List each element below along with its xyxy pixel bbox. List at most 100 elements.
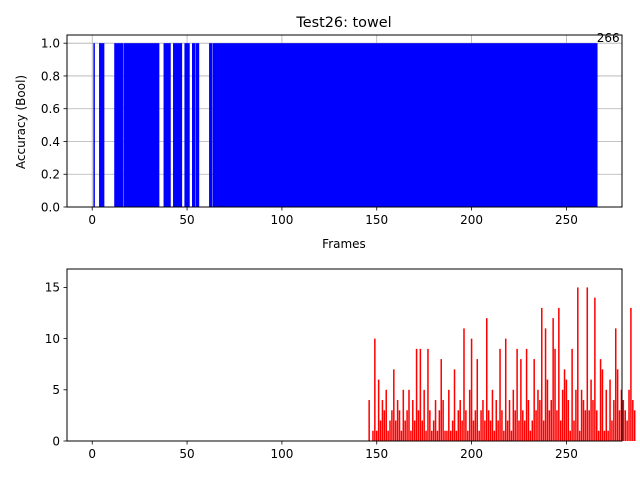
count-bar: [383, 410, 386, 441]
count-bar: [506, 420, 509, 441]
count-bar: [393, 369, 395, 441]
count-bar: [630, 307, 632, 441]
count-bar: [537, 389, 539, 441]
count-bar: [417, 410, 420, 441]
accuracy-chart: Test26: towel 0 50 100 150 200 250 0.00.20.40…: [14, 15, 623, 251]
count-bar: [427, 348, 429, 441]
count-bar: [558, 307, 560, 441]
count-bar: [480, 410, 482, 441]
count-bar: [368, 400, 370, 441]
count-bar: [624, 410, 626, 441]
count-bar: [584, 410, 587, 441]
count-bar: [561, 389, 564, 441]
accuracy-bar: [184, 43, 190, 207]
y-tick-label: 0.2: [41, 168, 60, 182]
count-bar: [400, 430, 403, 441]
count-bar: [527, 400, 530, 441]
count-bar: [412, 400, 414, 441]
count-bar: [436, 430, 439, 441]
count-bar: [463, 328, 465, 441]
count-bar: [440, 359, 442, 441]
x-tick-label: 250: [555, 213, 578, 227]
count-bar: [504, 338, 507, 441]
count-bar: [588, 410, 590, 441]
y-tick-label: 0.0: [41, 200, 60, 214]
count-bar: [389, 420, 391, 441]
x-tick-label: 100: [270, 213, 293, 227]
count-bar: [614, 328, 617, 441]
count-bar: [391, 410, 393, 441]
count-bar: [453, 369, 456, 441]
count-bar: [501, 410, 503, 441]
count-bar: [398, 410, 401, 441]
count-bar: [611, 420, 613, 441]
count-bar: [472, 420, 475, 441]
count-bar: [413, 420, 416, 441]
count-bar: [626, 420, 628, 441]
count-bar: [533, 359, 535, 441]
count-bar: [520, 359, 522, 441]
count-bar: [372, 430, 374, 441]
count-bar: [423, 389, 425, 441]
x-tick-label: 50: [179, 213, 194, 227]
count-bar: [379, 420, 382, 441]
count-bar: [375, 430, 378, 441]
count-bar: [613, 400, 615, 441]
count-bar: [575, 389, 577, 441]
count-bar: [556, 410, 558, 441]
count-bar: [539, 400, 541, 441]
count-bar: [522, 410, 524, 441]
count-bar: [567, 400, 570, 441]
count-bar: [465, 410, 467, 441]
count-bar: [394, 420, 397, 441]
x-tick-label: 150: [365, 447, 388, 461]
count-bar: [374, 338, 376, 441]
y-tick-label: 0.6: [41, 102, 60, 116]
y-axis-ticks: 0 5 10 15: [45, 281, 67, 448]
x-tick-label: 200: [460, 447, 483, 461]
count-bar: [484, 420, 486, 441]
accuracy-bar: [209, 43, 213, 207]
count-bar: [503, 430, 505, 441]
count-bar: [578, 430, 581, 441]
count-bar: [571, 348, 573, 441]
count-bar: [582, 400, 585, 441]
count-bar: [508, 400, 511, 441]
count-bar: [468, 389, 471, 441]
x-axis-ticks: 0 50 100 150 200 250: [88, 441, 578, 461]
count-bar: [497, 420, 499, 441]
count-bar: [474, 410, 477, 441]
y-tick-label: 0.8: [41, 69, 60, 83]
count-bar: [590, 379, 592, 441]
count-bar: [512, 389, 515, 441]
x-tick-label: 200: [460, 213, 483, 227]
y-tick-label: 10: [45, 332, 60, 346]
x-tick-label: 50: [179, 447, 194, 461]
count-bar: [529, 430, 532, 441]
count-bar: [451, 420, 454, 441]
accuracy-bar: [99, 43, 105, 207]
count-bar: [622, 400, 625, 441]
accuracy-bar: [114, 43, 124, 207]
count-bar: [476, 359, 479, 441]
count-bar: [548, 410, 551, 441]
count-bar: [381, 400, 384, 441]
count-bar: [455, 430, 458, 441]
count-bar: [565, 379, 568, 441]
count-bar: [461, 420, 463, 441]
count-bar: [493, 430, 496, 441]
count-bar: [415, 348, 418, 441]
count-bar: [499, 348, 501, 441]
count-bar: [577, 287, 579, 441]
count-bar: [620, 389, 623, 441]
count-bar: [478, 430, 480, 441]
count-bar: [616, 369, 619, 441]
count-bar: [421, 420, 424, 441]
count-bar: [516, 348, 518, 441]
count-bar: [563, 369, 566, 441]
count-bar: [470, 338, 473, 441]
accuracy-bar: [212, 43, 598, 207]
y-tick-label: 0: [52, 434, 60, 448]
count-bar: [542, 420, 545, 441]
